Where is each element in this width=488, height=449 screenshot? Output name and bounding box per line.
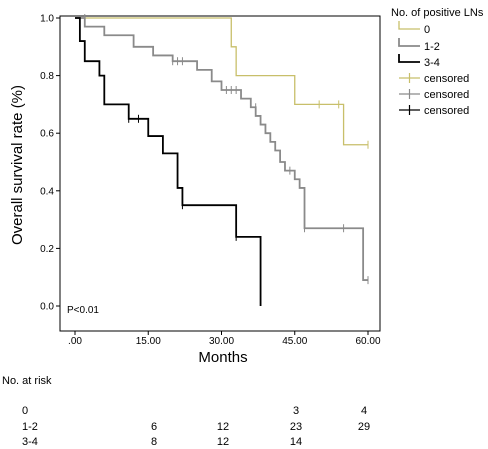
legend-swatch-1-2 <box>398 38 420 47</box>
y-axis-ticks: 0.0 0.2 0.4 0.6 0.8 1.0 <box>40 14 60 313</box>
series-1-2 <box>75 14 369 285</box>
legend-label-3-4: 3-4 <box>424 57 440 69</box>
legend-swatch-0 <box>398 21 420 30</box>
x-tick-label: 60.00 <box>355 336 380 347</box>
y-tick-label: 0.6 <box>40 129 54 140</box>
legend-censored-label: censored <box>424 89 469 101</box>
y-tick-label: 0.2 <box>40 244 54 255</box>
plot-frame <box>59 15 381 332</box>
x-axis-ticks: .00 15.00 30.00 45.00 60.00 <box>68 331 381 347</box>
risk-count: 6 <box>151 421 157 433</box>
x-tick-label: 30.00 <box>209 336 234 347</box>
risk-count: 29 <box>358 421 370 433</box>
legend-title: No. of positive LNs <box>391 7 484 19</box>
risk-table: 0 3 4 1-2 6 12 23 29 3-4 8 12 14 <box>22 405 370 448</box>
risk-count: 4 <box>361 405 367 417</box>
risk-count: 23 <box>290 421 302 433</box>
y-axis-title: Overall survival rate (%) <box>9 85 26 245</box>
risk-count: 8 <box>151 436 157 448</box>
legend-label-1-2: 1-2 <box>424 41 440 53</box>
legend-censored-label: censored <box>424 73 469 85</box>
x-tick-label: 15.00 <box>136 336 161 347</box>
survival-curve-3-4 <box>75 17 262 306</box>
risk-row-label: 1-2 <box>22 421 38 433</box>
legend-censored-label: censored <box>424 105 469 117</box>
series-layer <box>75 14 369 306</box>
survival-curve-0 <box>75 17 368 146</box>
risk-count: 12 <box>217 421 229 433</box>
risk-row-label: 0 <box>22 405 28 417</box>
x-tick-label: .00 <box>68 336 82 347</box>
legend: 0 1-2 3-4 censored censored censored <box>398 21 469 117</box>
risk-row-label: 3-4 <box>22 436 38 448</box>
series-3-4 <box>75 17 262 306</box>
risk-count: 14 <box>290 436 302 448</box>
legend-label-0: 0 <box>424 24 430 36</box>
p-value-annotation: P<0.01 <box>67 305 99 316</box>
y-tick-label: 0.4 <box>40 186 54 197</box>
risk-table-title: No. at risk <box>2 375 52 387</box>
y-tick-label: 1.0 <box>40 14 54 25</box>
series-0 <box>75 17 369 149</box>
risk-count: 3 <box>293 405 299 417</box>
y-tick-label: 0.0 <box>40 302 54 313</box>
survival-curve-1-2 <box>75 17 368 281</box>
x-axis-title: Months <box>198 349 247 366</box>
legend-swatch-3-4 <box>398 54 420 63</box>
y-tick-label: 0.8 <box>40 71 54 82</box>
x-tick-label: 45.00 <box>282 336 307 347</box>
risk-count: 12 <box>217 436 229 448</box>
